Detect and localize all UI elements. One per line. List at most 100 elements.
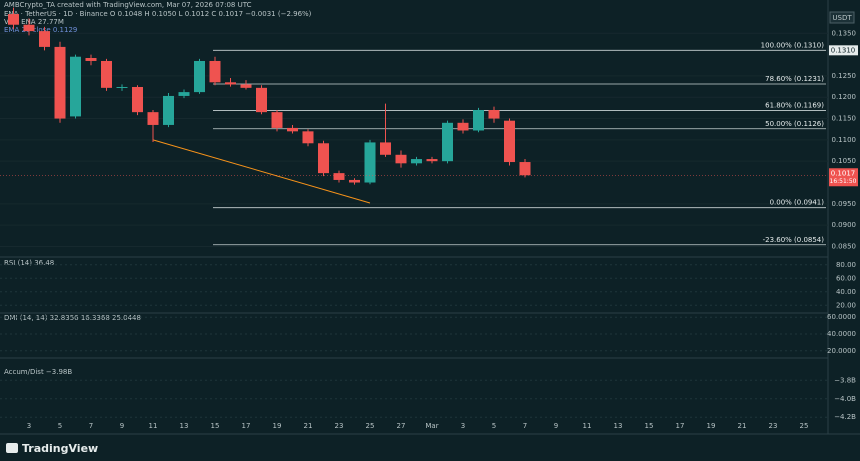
candle-body	[147, 112, 159, 125]
candle-body	[101, 60, 112, 88]
candle-body	[209, 60, 221, 83]
candle-body	[178, 92, 190, 96]
candle-body	[70, 56, 81, 117]
y-tick-label: 60.00	[836, 274, 856, 282]
candle-body	[457, 122, 469, 131]
fib-label: -23.60% (0.0854)	[763, 236, 825, 244]
candle-body	[473, 110, 484, 131]
y-tick-label: 40.0000	[827, 330, 856, 338]
symbol-line: ENA · TetherUS · 1D · Binance O 0.1048 H…	[4, 10, 312, 18]
candle-body	[519, 162, 531, 176]
accum-title: Accum/Dist −3.98B	[4, 368, 72, 376]
fib-label: 61.80% (0.1169)	[765, 101, 824, 109]
ema-line: EMA 20 close 0.1129	[4, 26, 77, 34]
x-tick-label: 23	[769, 422, 778, 430]
y-tick-label: 0.0850	[832, 242, 857, 250]
x-tick-label: 7	[523, 422, 527, 430]
y-tick-label: 0.1200	[832, 93, 857, 101]
candle-body	[488, 110, 500, 119]
x-tick-label: 3	[461, 422, 465, 430]
trendline	[152, 139, 371, 204]
x-tick-label: 23	[335, 422, 344, 430]
x-tick-label: 21	[738, 422, 747, 430]
x-tick-label: 15	[645, 422, 654, 430]
candle-body	[504, 120, 515, 163]
x-tick-label: 9	[554, 422, 558, 430]
candle-body	[287, 127, 298, 132]
fib-label: 78.60% (0.1231)	[765, 75, 824, 83]
candle-body	[8, 14, 19, 25]
brand-logo[interactable]	[6, 443, 18, 453]
currency[interactable]: USDT	[832, 14, 852, 22]
x-tick-label: 5	[492, 422, 496, 430]
candle-body	[225, 82, 236, 85]
candle-body	[333, 173, 345, 180]
candle-body	[318, 143, 329, 174]
candle-body	[349, 179, 360, 183]
credit: AMBCrypto_TA created with TradingView.co…	[4, 1, 252, 9]
x-tick-label: 13	[614, 422, 623, 430]
x-tick-label: 21	[304, 422, 313, 430]
candle-body	[380, 142, 391, 155]
x-tick-label: 25	[800, 422, 809, 430]
x-tick-label: Mar	[425, 422, 438, 430]
candle-body	[163, 95, 174, 125]
candle-body	[364, 142, 376, 183]
x-tick-label: 19	[707, 422, 716, 430]
x-tick-label: 17	[676, 422, 685, 430]
y-tick-label: −3.8B	[834, 376, 856, 384]
x-tick-label: 11	[149, 422, 158, 430]
candle-body	[39, 31, 50, 47]
y-tick-label: 0.1350	[832, 29, 857, 37]
brand[interactable]: TradingView	[22, 442, 98, 455]
candle-body	[194, 60, 205, 93]
x-tick-label: 9	[120, 422, 124, 430]
candle-body	[54, 46, 66, 119]
price-box	[829, 168, 858, 187]
x-tick-label: 3	[27, 422, 31, 430]
x-tick-label: 25	[366, 422, 375, 430]
x-tick-label: 17	[242, 422, 251, 430]
countdown: 16:51:50	[830, 178, 857, 185]
candle-body	[85, 57, 97, 61]
y-tick-label: 0.0900	[832, 221, 857, 229]
price-label-box	[829, 45, 858, 56]
volume-line: Vol · ENA 27.77M	[4, 18, 64, 26]
x-tick-label: 11	[583, 422, 592, 430]
candle-body	[442, 122, 453, 162]
price-label: 0.1310	[831, 46, 856, 54]
y-tick-label: 20.00	[836, 301, 856, 309]
price-label: 0.1017	[831, 169, 856, 177]
candle-body	[271, 112, 283, 128]
rsi-title: RSI (14) 36.48	[4, 259, 54, 267]
y-tick-label: 60.0000	[827, 313, 856, 321]
x-tick-label: 27	[397, 422, 406, 430]
x-tick-label: 19	[273, 422, 282, 430]
candle-body	[116, 86, 128, 88]
y-tick-label: 0.0950	[832, 200, 857, 208]
candle-body	[395, 154, 407, 164]
candle-body	[411, 159, 422, 164]
y-tick-label: −4.0B	[834, 395, 856, 403]
y-tick-label: 0.1100	[832, 136, 857, 144]
candle-body	[240, 84, 252, 88]
y-tick-label: 40.00	[836, 288, 856, 296]
x-tick-label: 15	[211, 422, 220, 430]
candle-body	[256, 87, 267, 113]
y-tick-label: 0.1150	[832, 115, 857, 123]
candle-body	[302, 131, 314, 144]
fib-label: 0.00% (0.0941)	[770, 199, 825, 207]
y-tick-label: 0.1050	[832, 157, 857, 165]
candle-body	[426, 159, 438, 162]
dmi-title: DMI (14, 14) 32.8356 16.3368 25.0448	[4, 314, 141, 322]
currency-box[interactable]	[829, 11, 855, 24]
y-tick-label: −4.2B	[834, 413, 856, 421]
x-tick-label: 5	[58, 422, 62, 430]
y-tick-label: 80.00	[836, 261, 856, 269]
x-tick-label: 13	[180, 422, 189, 430]
y-tick-label: 0.1250	[832, 72, 857, 80]
y-tick-label: 20.0000	[827, 347, 856, 355]
fib-label: 50.00% (0.1126)	[765, 120, 824, 128]
